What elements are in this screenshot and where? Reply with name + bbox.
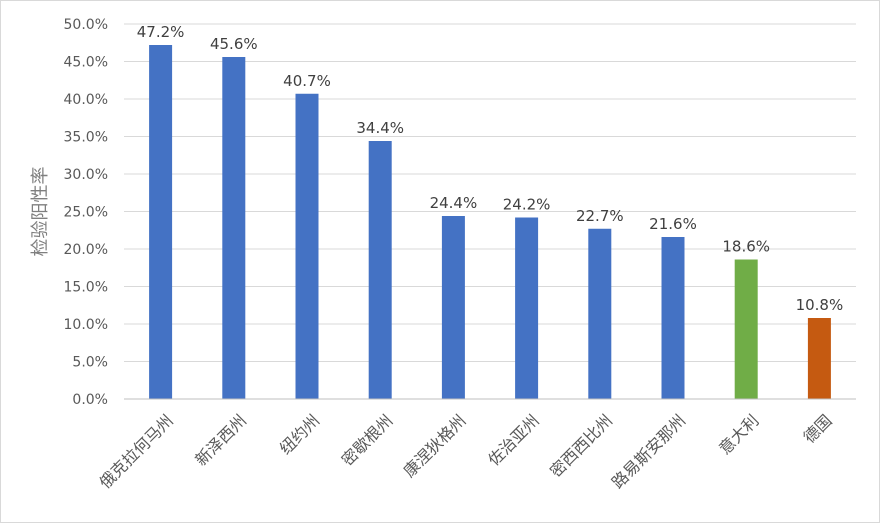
bar bbox=[588, 228, 612, 399]
y-tick-label: 5.0% bbox=[72, 355, 108, 371]
y-tick-label: 10.0% bbox=[64, 317, 108, 333]
bar bbox=[441, 216, 465, 399]
y-tick-label: 20.0% bbox=[64, 242, 108, 258]
bar bbox=[661, 237, 685, 399]
bar bbox=[734, 259, 758, 399]
y-axis-ticks: 0.0% 5.0% 10.0% 15.0% 20.0% 25.0% 30.0% 35.0% 40… bbox=[64, 17, 108, 408]
bar bbox=[222, 57, 246, 399]
y-axis-label: 检验阳性率 bbox=[30, 167, 51, 257]
bars bbox=[149, 45, 831, 399]
data-label: 18.6% bbox=[722, 238, 770, 256]
bar bbox=[807, 318, 831, 399]
data-label: 21.6% bbox=[649, 215, 697, 233]
data-label: 45.6% bbox=[210, 35, 258, 53]
x-tick-label: 纽约州 bbox=[276, 411, 323, 458]
gridlines bbox=[124, 23, 856, 362]
bar bbox=[368, 141, 392, 399]
data-label: 40.7% bbox=[283, 72, 331, 90]
x-tick-label: 德国 bbox=[800, 411, 836, 447]
y-tick-label: 50.0% bbox=[64, 17, 108, 33]
y-tick-label: 40.0% bbox=[64, 92, 108, 108]
data-label: 24.4% bbox=[430, 194, 478, 212]
data-label: 10.8% bbox=[796, 296, 844, 314]
x-tick-label: 密歇根州 bbox=[338, 411, 397, 470]
x-tick-label: 新泽西州 bbox=[191, 411, 250, 470]
y-tick-label: 25.0% bbox=[64, 205, 108, 221]
data-labels: 47.2% 45.6% 40.7% 34.4% 24.4% 24.2% 22.7% 21.6%… bbox=[137, 23, 843, 314]
data-label: 24.2% bbox=[503, 196, 551, 214]
x-tick-label: 意大利 bbox=[715, 411, 762, 458]
x-tick-label: 佐治亚州 bbox=[484, 411, 543, 470]
bar bbox=[515, 217, 539, 399]
data-label: 47.2% bbox=[137, 23, 185, 41]
data-label: 22.7% bbox=[576, 207, 624, 225]
y-tick-label: 45.0% bbox=[64, 55, 108, 71]
x-tick-label: 康涅狄格州 bbox=[400, 411, 470, 481]
x-tick-label: 密西西比州 bbox=[546, 411, 616, 481]
bar bbox=[149, 45, 173, 399]
y-tick-label: 0.0% bbox=[72, 392, 108, 408]
y-tick-label: 15.0% bbox=[64, 280, 108, 296]
x-tick-label: 路易斯安那州 bbox=[608, 411, 689, 492]
bar bbox=[295, 93, 319, 399]
x-tick-label: 俄克拉何马州 bbox=[96, 411, 177, 492]
data-label: 34.4% bbox=[356, 119, 404, 137]
y-tick-label: 35.0% bbox=[64, 130, 108, 146]
y-tick-label: 30.0% bbox=[64, 167, 108, 183]
